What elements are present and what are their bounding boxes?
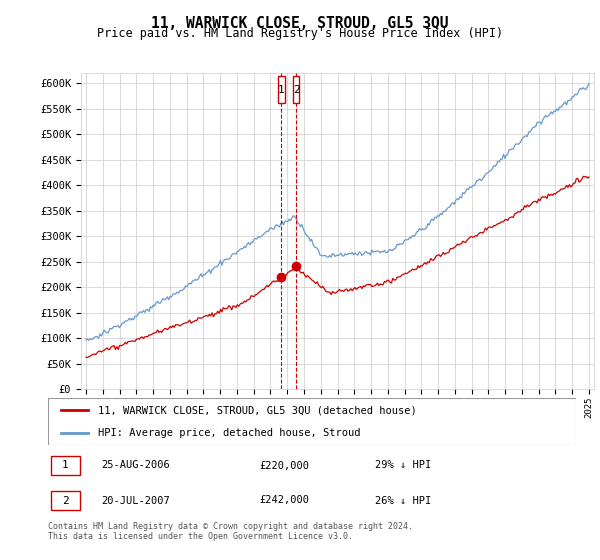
Text: 20-JUL-2007: 20-JUL-2007 xyxy=(101,496,170,506)
Text: £242,000: £242,000 xyxy=(259,496,309,506)
Text: 1: 1 xyxy=(278,85,285,95)
Text: 2: 2 xyxy=(62,496,68,506)
Text: Contains HM Land Registry data © Crown copyright and database right 2024.
This d: Contains HM Land Registry data © Crown c… xyxy=(48,522,413,542)
Bar xyxy=(50,456,80,475)
Text: 26% ↓ HPI: 26% ↓ HPI xyxy=(376,496,431,506)
Bar xyxy=(278,76,284,103)
Bar xyxy=(50,491,80,510)
Text: 2: 2 xyxy=(293,85,299,95)
Text: 11, WARWICK CLOSE, STROUD, GL5 3QU (detached house): 11, WARWICK CLOSE, STROUD, GL5 3QU (deta… xyxy=(98,405,417,416)
Text: 11, WARWICK CLOSE, STROUD, GL5 3QU: 11, WARWICK CLOSE, STROUD, GL5 3QU xyxy=(151,16,449,31)
Text: 29% ↓ HPI: 29% ↓ HPI xyxy=(376,460,431,470)
Text: HPI: Average price, detached house, Stroud: HPI: Average price, detached house, Stro… xyxy=(98,428,361,438)
Text: 1: 1 xyxy=(62,460,68,470)
Text: Price paid vs. HM Land Registry's House Price Index (HPI): Price paid vs. HM Land Registry's House … xyxy=(97,27,503,40)
Text: £220,000: £220,000 xyxy=(259,460,309,470)
Bar xyxy=(293,76,299,103)
Text: 25-AUG-2006: 25-AUG-2006 xyxy=(101,460,170,470)
